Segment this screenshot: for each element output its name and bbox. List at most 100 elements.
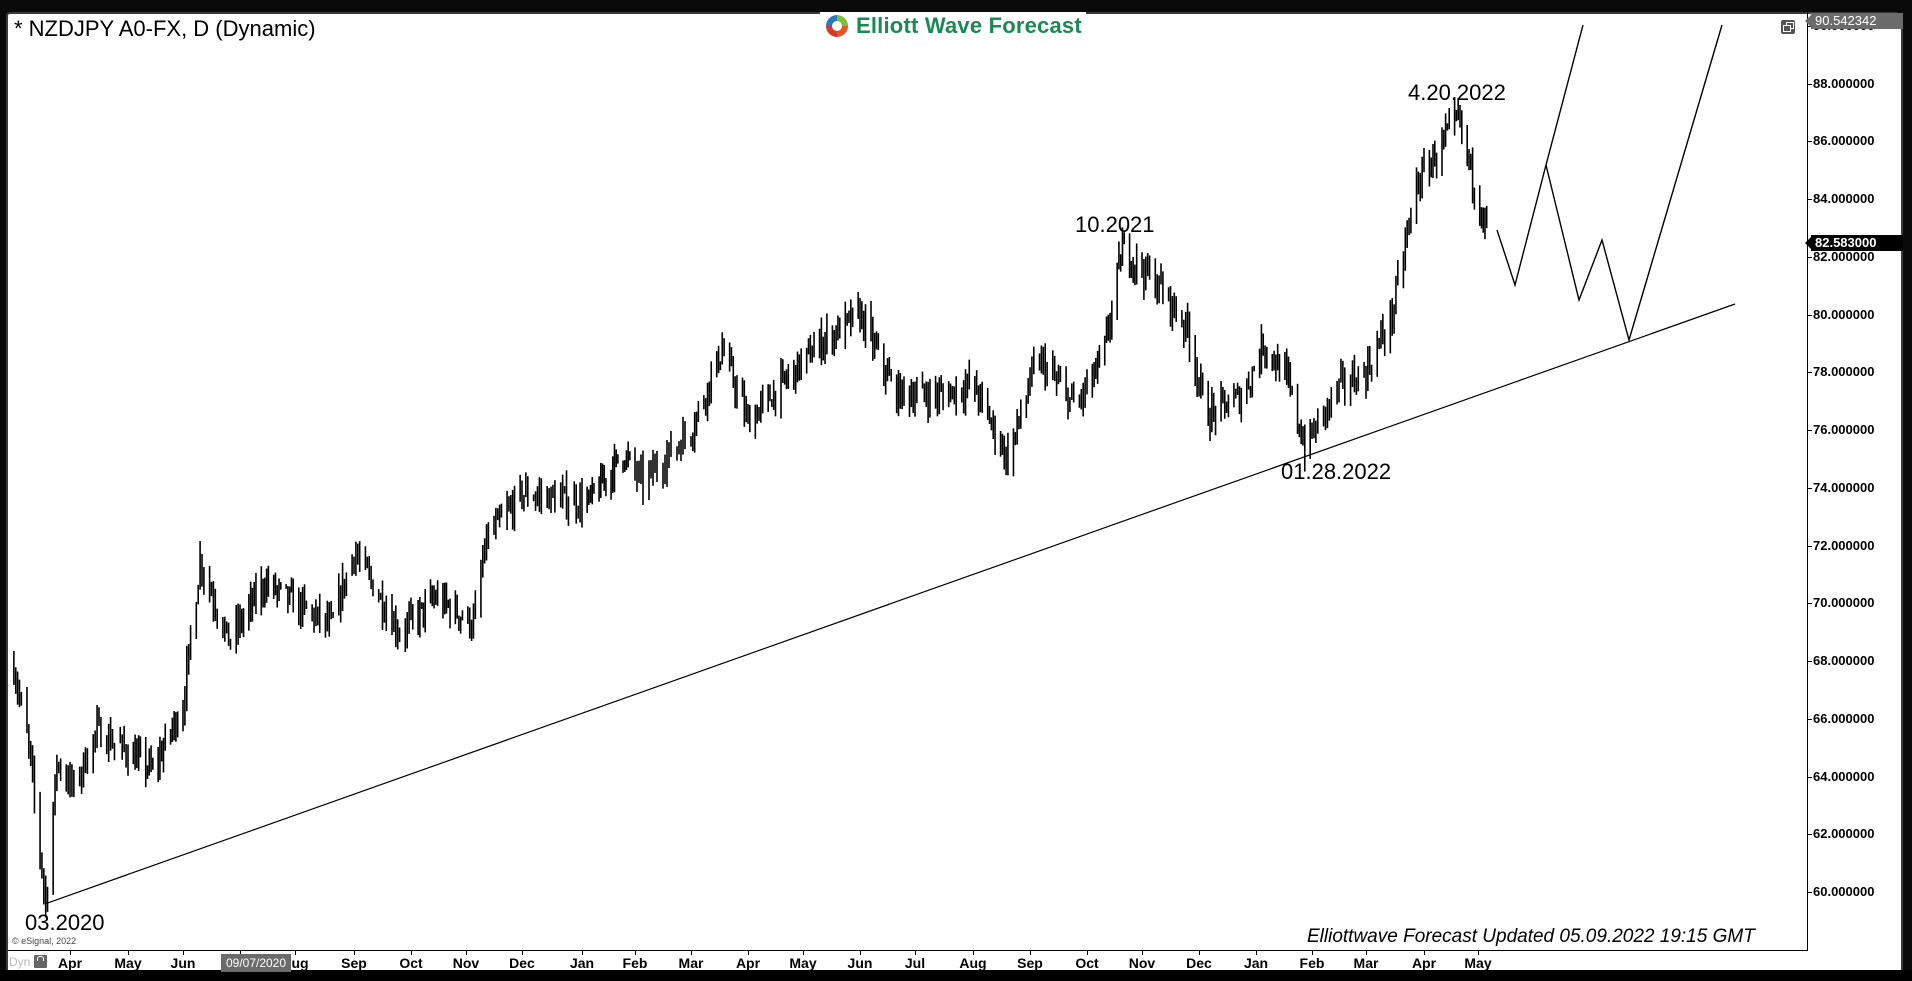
y-tick-label: 66.000000: [1813, 710, 1875, 726]
x-tick-label: Nov: [1128, 955, 1156, 971]
y-tick: [1807, 141, 1812, 143]
x-tick-label: Jul: [904, 955, 926, 971]
x-tick: [1199, 950, 1200, 955]
x-tick-label: Oct: [1075, 955, 1099, 971]
restore-window-icon[interactable]: [1781, 20, 1795, 34]
y-tick-label: 80.000000: [1813, 306, 1875, 322]
y-tick: [1807, 545, 1812, 547]
x-tick: [1030, 950, 1031, 955]
y-axis: [1807, 12, 1808, 950]
y-tick-label: 88.000000: [1813, 75, 1875, 91]
x-tick: [70, 950, 71, 955]
high-price-badge: 90.542342: [1805, 13, 1903, 29]
y-tick: [1807, 834, 1812, 836]
annotation-low-01-28-2022: 01.28.2022: [1281, 459, 1392, 484]
x-tick-label: Mar: [678, 955, 704, 971]
y-tick-label: 74.000000: [1813, 479, 1875, 495]
x-tick-label: May: [789, 955, 817, 971]
y-tick: [1807, 256, 1812, 258]
x-tick: [748, 950, 749, 955]
last-price-badge: 82.583000: [1805, 235, 1903, 251]
y-tick-label: 84.000000: [1813, 191, 1875, 207]
ohlc-bars: [13, 96, 1488, 918]
y-tick-label: 70.000000: [1813, 595, 1875, 611]
projection-path-alt[interactable]: [1545, 24, 1584, 166]
y-tick: [1807, 199, 1812, 201]
y-tick-label: 86.000000: [1813, 133, 1875, 149]
trendline[interactable]: [45, 303, 1736, 905]
x-tick-label: Jun: [170, 955, 196, 971]
x-tick: [860, 950, 861, 955]
y-tick: [1807, 776, 1812, 778]
x-tick-label: Apr: [1411, 955, 1437, 971]
x-tick-label: Nov: [452, 955, 480, 971]
x-tick-label: Dec: [1186, 955, 1212, 971]
x-tick-label: May: [114, 955, 142, 971]
y-tick-label: 78.000000: [1813, 364, 1875, 380]
x-tick: [1366, 950, 1367, 955]
x-tick-label: Apr: [57, 955, 83, 971]
x-tick: [240, 950, 241, 955]
y-tick-label: 68.000000: [1813, 653, 1875, 669]
y-tick: [1807, 314, 1812, 316]
x-tick-label: Sep: [1017, 955, 1043, 971]
x-tick: [582, 950, 583, 955]
y-tick: [1807, 487, 1812, 489]
y-tick: [1807, 603, 1812, 605]
y-tick-label: 64.000000: [1813, 768, 1875, 784]
y-tick: [1807, 718, 1812, 720]
annotation-high-10-2021: 10.2021: [1075, 212, 1155, 237]
x-tick: [635, 950, 636, 955]
x-tick: [1142, 950, 1143, 955]
x-axis: [8, 950, 1808, 951]
x-tick: [1256, 950, 1257, 955]
x-tick-label: Jan: [1243, 955, 1269, 971]
x-tick: [295, 950, 296, 955]
x-tick-label: Mar: [1353, 955, 1379, 971]
x-tick: [522, 950, 523, 955]
annotation-high-4-20-2022: 4.20.2022: [1408, 80, 1506, 105]
x-tick-label: Jan: [569, 955, 595, 971]
x-tick: [1087, 950, 1088, 955]
y-tick-label: 82.000000: [1813, 248, 1875, 264]
y-tick: [1807, 83, 1812, 85]
dyn-label[interactable]: Dyn: [9, 955, 31, 969]
copyright: © eSignal, 2022: [12, 936, 77, 946]
x-tick: [1478, 950, 1479, 955]
logo-icon: [826, 15, 848, 37]
x-tick-label: Feb: [1299, 955, 1325, 971]
y-tick: [1807, 430, 1812, 432]
y-tick-label: 76.000000: [1813, 422, 1875, 438]
y-tick-label: 62.000000: [1813, 826, 1875, 842]
projection-path-main[interactable]: [1496, 24, 1723, 343]
x-tick: [973, 950, 974, 955]
x-tick: [466, 950, 467, 955]
chart-window: [6, 12, 1903, 974]
x-tick: [1424, 950, 1425, 955]
y-tick-label: 72.000000: [1813, 537, 1875, 553]
x-tick: [915, 950, 916, 955]
annotation-low-03-2020: 03.2020: [25, 910, 105, 935]
x-tick: [354, 950, 355, 955]
update-note: Elliottwave Forecast Updated 05.09.2022 …: [1307, 926, 1755, 947]
chart-title: * NZDJPY A0-FX, D (Dynamic): [14, 16, 316, 41]
x-tick: [691, 950, 692, 955]
x-tick-label: Aug: [959, 955, 987, 971]
x-tick-label: Feb: [622, 955, 648, 971]
x-tick-label: Oct: [399, 955, 423, 971]
cursor-date-badge: 09/07/2020: [221, 954, 291, 972]
frame-bottom: [0, 970, 1912, 981]
y-tick: [1807, 892, 1812, 894]
y-tick: [1807, 661, 1812, 663]
x-tick-label: Apr: [735, 955, 761, 971]
logo-text: Elliott Wave Forecast: [856, 13, 1082, 38]
x-tick: [1312, 950, 1313, 955]
x-tick: [128, 950, 129, 955]
y-tick-label: 60.000000: [1813, 884, 1875, 900]
lock-icon[interactable]: [34, 955, 47, 968]
x-tick: [411, 950, 412, 955]
x-tick-label: Sep: [341, 955, 367, 971]
x-tick-label: Jun: [847, 955, 873, 971]
x-tick-label: Dec: [509, 955, 535, 971]
